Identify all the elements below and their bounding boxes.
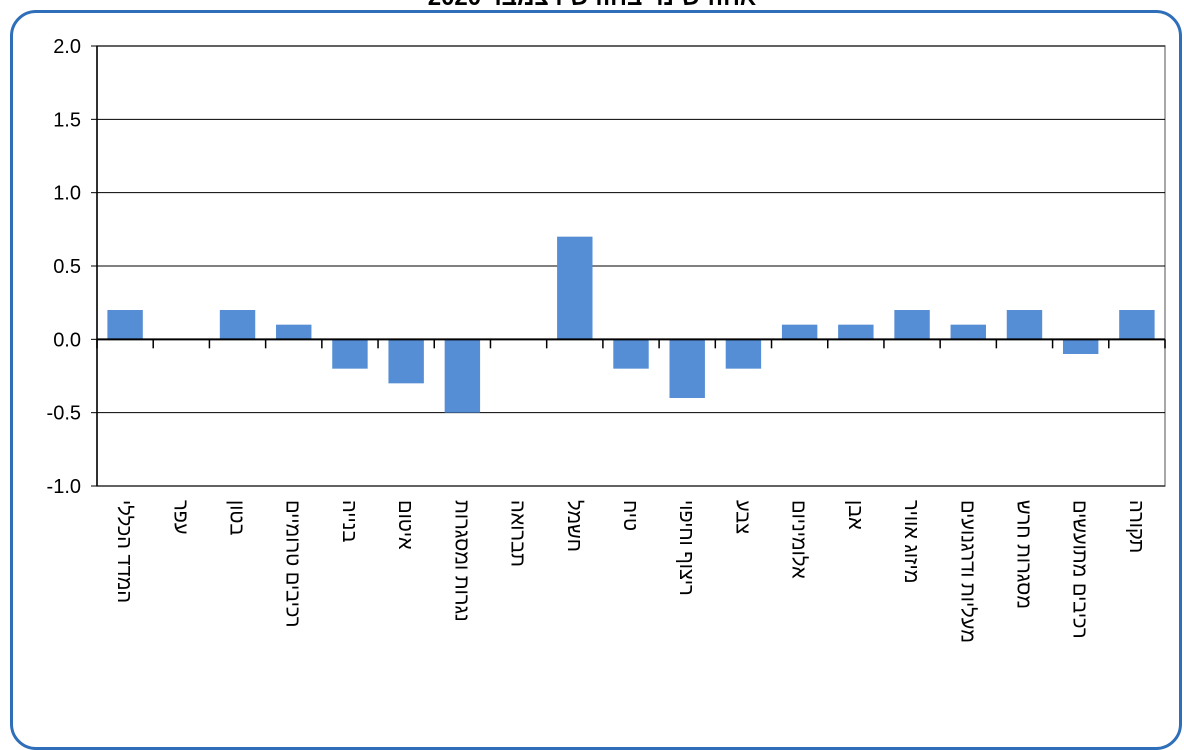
- labels-layer: 2.0 1.5 1.0 0.5 0.0 -0.5 -1.0 המדד הכללי עפר בטון…: [47, 36, 1147, 643]
- bar: [725, 339, 762, 369]
- bar: [1006, 310, 1043, 340]
- category-label: איטום: [394, 500, 416, 550]
- category-label: רכיבים מתועשים: [1069, 500, 1091, 639]
- category-label: מעליות ודרגנועים: [956, 500, 978, 643]
- category-label: אלומיניום: [788, 500, 810, 579]
- bar: [669, 339, 705, 398]
- category-label: צבע: [731, 500, 753, 534]
- bars-layer: [107, 236, 1155, 413]
- y-tick-label: -0.5: [47, 403, 81, 425]
- bar: [444, 339, 481, 413]
- y-tick-label: 0.0: [53, 329, 81, 351]
- bar: [1119, 310, 1155, 340]
- category-label: נגרות ומסגרות: [450, 500, 472, 622]
- bar: [276, 324, 312, 340]
- category-label: אבן: [844, 500, 866, 530]
- category-label: מיזוג אוויר: [900, 500, 922, 583]
- bar: [894, 310, 930, 340]
- bar: [950, 324, 986, 340]
- bar: [1062, 339, 1099, 354]
- y-tick-label: -1.0: [47, 476, 81, 498]
- category-label: חשמל: [563, 500, 585, 552]
- bar-chart: 2.0 1.5 1.0 0.5 0.0 -0.5 -1.0 המדד הכללי עפר בטון…: [47, 36, 1166, 643]
- category-label: בטון: [226, 500, 248, 535]
- bar: [557, 236, 593, 340]
- category-label: עפר: [169, 500, 191, 535]
- bar: [219, 310, 256, 340]
- y-tick-label: 1.5: [53, 109, 81, 131]
- category-label: תקורה: [1125, 500, 1147, 553]
- bar: [107, 310, 143, 340]
- y-tick-label: 1.0: [53, 183, 81, 205]
- category-label: מסגרות חרש: [1012, 500, 1034, 609]
- category-label: ריצוף וחיפוי: [675, 500, 697, 596]
- bar: [838, 324, 874, 340]
- y-tick-label: 2.0: [53, 36, 81, 58]
- category-label: המדד הכללי: [113, 500, 135, 603]
- bar: [332, 339, 368, 369]
- axis-layer: [91, 45, 1166, 487]
- chart-title: אחוז שינוי בחודש דצמבר 2020: [0, 0, 1184, 12]
- bar: [781, 324, 818, 340]
- category-label: רכיבים טרומיים: [282, 500, 304, 628]
- category-label: טיח: [619, 500, 641, 531]
- bar: [388, 339, 424, 384]
- category-label: תברואה: [507, 500, 529, 567]
- chart-frame: [10, 10, 1182, 750]
- grid-layer: [96, 45, 1166, 487]
- bar: [613, 339, 649, 369]
- y-tick-label: 0.5: [53, 256, 81, 278]
- category-label: בנייה: [338, 500, 360, 542]
